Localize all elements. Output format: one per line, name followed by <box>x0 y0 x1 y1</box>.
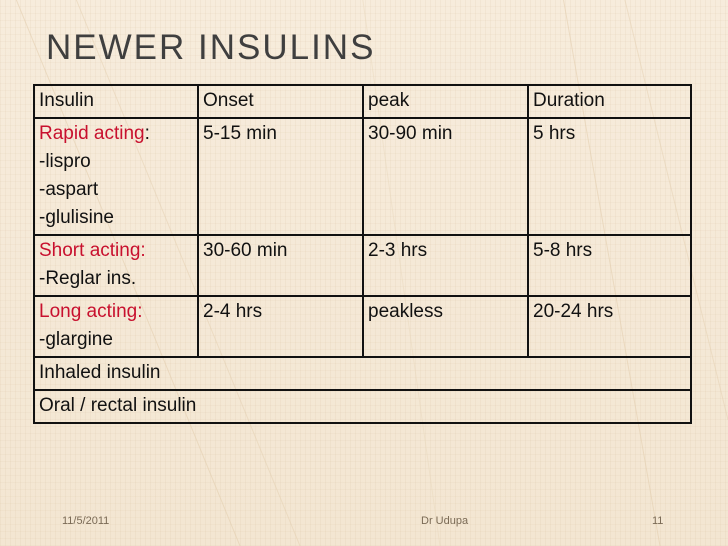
insulin-item: -glulisine <box>39 207 114 228</box>
insulin-cell: Long acting: -glargine <box>33 295 199 358</box>
insulin-item: -aspart <box>39 179 99 200</box>
insulin-item: -lispro <box>39 151 91 172</box>
footer-date: 11/5/2011 <box>62 515 110 527</box>
onset-cell: 30-60 min <box>197 234 364 297</box>
header-peak: peak <box>362 84 529 119</box>
duration-cell: 5 hrs <box>527 117 692 236</box>
header-onset: Onset <box>197 84 364 119</box>
category-label: Long acting: <box>39 301 143 322</box>
table-row: Long acting: -glargine 2-4 hrs peakless … <box>33 295 692 358</box>
onset-cell: 5-15 min <box>197 117 364 236</box>
footer-author: Dr Udupa <box>421 515 469 527</box>
inhaled-insulin-cell: Inhaled insulin <box>33 356 692 391</box>
header-duration: Duration <box>527 84 692 119</box>
table-row: Short acting: -Reglar ins. 30-60 min 2-3… <box>33 234 692 297</box>
insulin-item: -Reglar ins. <box>39 268 137 289</box>
peak-cell: peakless <box>362 295 529 358</box>
insulin-table-container: Insulin Onset peak Duration Rapid acting… <box>33 84 692 424</box>
oral-rectal-insulin-cell: Oral / rectal insulin <box>33 389 692 424</box>
table-row-full: Oral / rectal insulin <box>33 389 692 424</box>
peak-cell: 30-90 min <box>362 117 529 236</box>
category-suffix: : <box>144 123 150 144</box>
slide-title: NEWER INSULINS <box>46 28 376 67</box>
insulin-cell: Rapid acting: -lispro -aspart -glulisine <box>33 117 199 236</box>
table-row-full: Inhaled insulin <box>33 356 692 391</box>
insulin-table: Insulin Onset peak Duration Rapid acting… <box>33 84 692 424</box>
duration-cell: 20-24 hrs <box>527 295 692 358</box>
peak-cell: 2-3 hrs <box>362 234 529 297</box>
category-label: Short acting: <box>39 240 146 261</box>
footer-page-number: 11 <box>652 515 664 527</box>
category-label: Rapid acting <box>39 123 145 144</box>
onset-cell: 2-4 hrs <box>197 295 364 358</box>
insulin-cell: Short acting: -Reglar ins. <box>33 234 199 297</box>
duration-cell: 5-8 hrs <box>527 234 692 297</box>
table-row: Rapid acting: -lispro -aspart -glulisine… <box>33 117 692 236</box>
table-header-row: Insulin Onset peak Duration <box>33 84 692 119</box>
header-insulin: Insulin <box>33 84 199 119</box>
insulin-item: -glargine <box>39 329 113 350</box>
category-line: Rapid acting: <box>39 120 193 148</box>
